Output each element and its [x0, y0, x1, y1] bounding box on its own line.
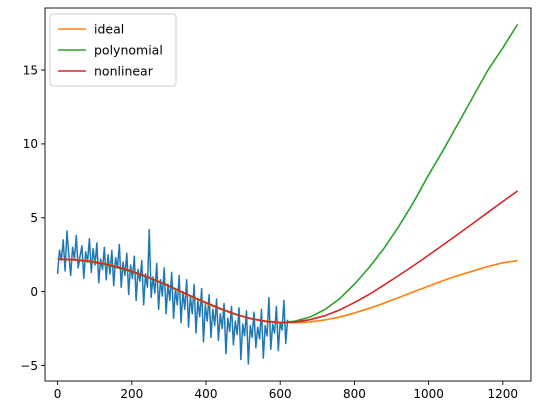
y-tick-label: 5	[30, 211, 38, 225]
legend-label-ideal: ideal	[94, 22, 124, 37]
x-tick-label: 600	[269, 387, 292, 401]
y-tick-label: 10	[23, 137, 38, 151]
legend-box	[49, 13, 177, 87]
x-tick-label: 0	[54, 387, 62, 401]
x-tick-label: 800	[343, 387, 366, 401]
x-tick-label: 400	[195, 387, 218, 401]
y-tick-label: −5	[20, 359, 38, 373]
y-tick-label: 15	[23, 63, 38, 77]
legend: ideal polynomial nonlinear	[49, 13, 177, 87]
x-tick-label: 200	[120, 387, 143, 401]
x-tick-label: 1000	[413, 387, 444, 401]
y-tick-label: 0	[30, 285, 38, 299]
legend-label-polynomial: polynomial	[94, 43, 163, 58]
axes-frame	[44, 7, 532, 382]
series-line-nonlinear	[57, 190, 519, 324]
axes: 0 200 400 600 800 1000 1200 −5 0 5 10 15	[20, 7, 532, 401]
series-line-noisy-data	[56, 228, 289, 365]
x-tick-label: 1200	[488, 387, 519, 401]
legend-label-nonlinear: nonlinear	[94, 64, 154, 79]
plot-area	[56, 23, 519, 365]
